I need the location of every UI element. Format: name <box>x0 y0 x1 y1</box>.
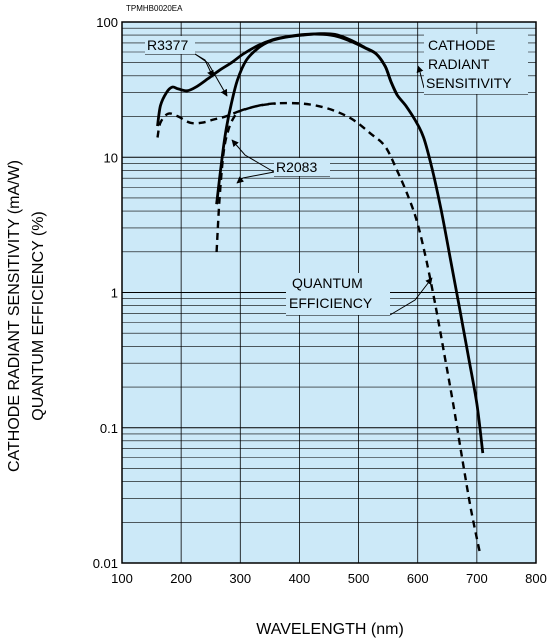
x-tick-label: 500 <box>348 571 370 586</box>
plot-frame <box>121 21 537 564</box>
series-line-2 <box>215 32 399 205</box>
annotation-cathode-line2: RADIANT <box>428 56 490 72</box>
annotation-quantum-line1: QUANTUM <box>292 275 363 291</box>
annotation-r2083-text: R2083 <box>276 159 317 175</box>
x-tick-label: 700 <box>466 571 488 586</box>
x-tick-label: 600 <box>407 571 429 586</box>
annotation-leader <box>236 171 275 184</box>
annotation-r3377: R3377 <box>145 36 195 54</box>
y-axis-title-line1: CATHODE RADIANT SENSITIVITY (mA/W) <box>6 160 23 472</box>
annotation-cathode-line3: SENSITIVITY <box>426 75 512 91</box>
y-axis-title-line2: QUANTUM EFFICIENCY (%) <box>30 211 47 420</box>
annotation-leader <box>389 277 433 316</box>
x-tick-labels: 100 200 300 400 500 600 700 800 <box>111 571 547 586</box>
y-tick-label: 10 <box>104 150 118 165</box>
annotation-leader <box>194 53 214 78</box>
annotation-quantum-line2: EFFICIENCY <box>289 295 373 311</box>
x-tick-label: 100 <box>111 571 133 586</box>
series-line-3 <box>156 101 481 553</box>
annotation-leader <box>416 65 425 89</box>
annotation-quantum: QUANTUM EFFICIENCY <box>286 273 390 315</box>
y-tick-label: 0.1 <box>100 421 118 436</box>
annotation-r3377-text: R3377 <box>147 37 188 53</box>
x-axis-title: WAVELENGTH (nm) <box>256 621 404 638</box>
y-tick-label: 0.01 <box>93 556 118 571</box>
annotation-cathode: CATHODE RADIANT SENSITIVITY <box>424 34 528 94</box>
x-tick-label: 800 <box>525 571 547 586</box>
y-tick-labels: 0.01 0.1 1 10 100 <box>93 15 118 571</box>
series-layer <box>156 32 485 553</box>
series-line-4 <box>215 102 276 252</box>
x-tick-label: 300 <box>229 571 251 586</box>
annotation-cathode-line1: CATHODE <box>428 37 495 53</box>
y-tick-label: 1 <box>111 286 118 301</box>
x-tick-label: 400 <box>289 571 311 586</box>
x-tick-label: 200 <box>170 571 192 586</box>
annotation-leader <box>231 139 275 173</box>
y-tick-label: 100 <box>96 15 118 30</box>
annotation-r2083: R2083 <box>274 158 330 176</box>
figure-code: TPMHB0020EA <box>126 4 183 13</box>
